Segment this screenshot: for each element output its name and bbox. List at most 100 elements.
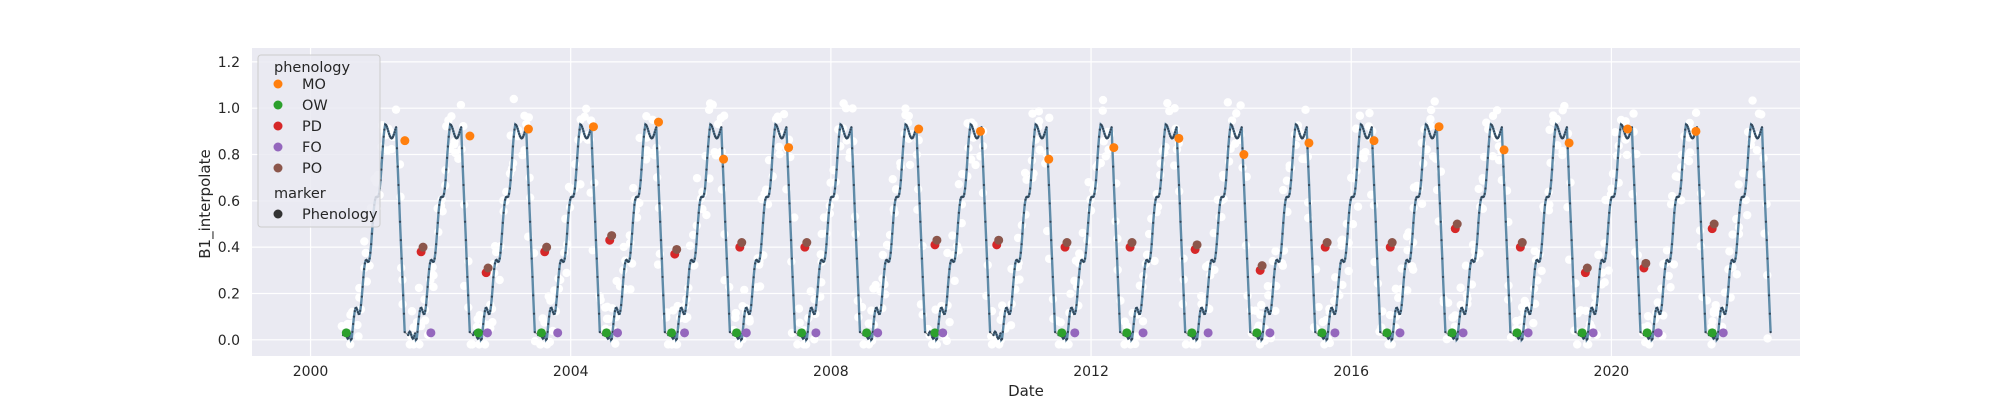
phenology-point-ow [732,328,742,338]
interpolated-point [1633,183,1636,187]
interpolated-point [526,165,529,168]
interpolated-point [370,232,374,235]
interpolated-point [350,337,353,340]
interpolated-point [1282,221,1285,224]
interpolated-point [1379,330,1382,334]
interpolated-point [940,306,943,309]
raw-point [1163,98,1172,108]
interpolated-point [932,336,936,340]
interpolated-point [1751,125,1754,128]
interpolated-point [1006,308,1009,311]
interpolated-point [399,239,402,242]
raw-point [1600,278,1609,287]
raw-point [1728,230,1737,239]
raw-point [1545,125,1554,135]
y-tick-label: 0.8 [218,148,240,164]
interpolated-point [1467,285,1470,288]
interpolated-point [772,145,775,148]
interpolated-point [1069,310,1072,313]
interpolated-point [1071,308,1074,311]
legend-label-po: PO [302,161,322,177]
interpolated-point [1076,285,1080,288]
interpolated-point [1184,330,1187,334]
interpolated-point [515,125,518,128]
interpolated-point [1183,312,1186,315]
y-tick-label: 0.4 [218,240,240,256]
interpolated-point [968,128,971,131]
interpolated-point [462,183,465,187]
raw-point [1271,306,1280,316]
interpolated-point [522,133,525,136]
interpolated-point [843,132,846,135]
interpolated-point [619,309,622,312]
interpolated-point [1258,336,1261,340]
interpolated-point [743,310,747,313]
raw-point [1443,298,1453,307]
interpolated-point [681,308,684,311]
interpolated-point [875,306,878,309]
interpolated-point [711,127,714,130]
interpolated-point [553,312,556,315]
interpolated-point [1637,294,1641,297]
interpolated-point [641,156,644,160]
raw-point [1610,127,1620,137]
interpolated-point [369,251,372,254]
interpolated-point [1374,220,1377,223]
interpolated-point [661,275,664,279]
interpolated-point [447,135,450,138]
raw-point [641,155,651,164]
interpolated-point [1482,195,1485,198]
interpolated-point [359,303,363,307]
interpolated-point [1662,285,1665,288]
interpolated-point [1402,276,1406,279]
raw-point [1210,265,1219,275]
interpolated-point [424,309,427,312]
interpolated-point [840,125,844,128]
interpolated-point [956,221,960,224]
phenology-point-fo [680,328,690,338]
interpolated-point [1102,130,1105,133]
interpolated-point [352,315,356,318]
phenology-point-fo [613,328,623,338]
phenology-point-po [932,235,942,245]
interpolated-point [1112,165,1115,168]
raw-point [719,111,729,120]
phenology-point-mo [1434,122,1444,132]
interpolated-point [695,243,698,246]
raw-point [580,112,589,121]
interpolated-point [1292,145,1295,148]
interpolated-point [591,165,594,168]
interpolated-point [747,310,750,314]
interpolated-point [1174,128,1177,131]
interpolated-point [964,187,967,190]
phenology-point-po [607,231,617,241]
interpolated-point [702,195,705,198]
interpolated-point [1566,147,1569,150]
interpolated-point [509,179,512,182]
interpolated-point [884,262,887,265]
x-axis-ticks: 2000 2004 2008 2012 2016 2020 [293,364,1629,380]
interpolated-point [433,257,436,260]
interpolated-point [1173,133,1176,136]
raw-point [1426,105,1436,115]
interpolated-point [1562,135,1565,138]
interpolated-point [1392,322,1395,326]
interpolated-point [1527,310,1530,314]
interpolated-point [897,195,900,198]
interpolated-point [829,198,832,201]
interpolated-point [368,257,371,260]
interpolated-point [1047,183,1050,187]
phenology-point-mo [1369,136,1379,146]
interpolated-point [572,195,575,198]
interpolated-point [1394,310,1397,313]
interpolated-point [1746,168,1749,171]
legend-marker-mo [273,79,283,89]
interpolated-point [1347,221,1350,224]
phenology-point-po [994,235,1004,245]
interpolated-point [1098,128,1101,131]
interpolated-point [1022,211,1026,214]
raw-point [950,276,959,286]
raw-point [1170,104,1179,113]
interpolated-point [1290,168,1293,171]
